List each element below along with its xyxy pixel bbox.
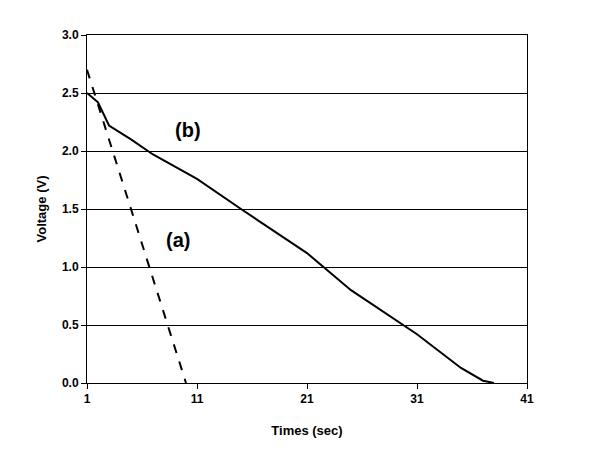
svg-text:3.0: 3.0	[62, 28, 79, 42]
svg-text:Voltage (V): Voltage (V)	[34, 176, 49, 243]
svg-text:21: 21	[300, 392, 314, 406]
svg-text:0.5: 0.5	[62, 318, 79, 332]
svg-text:31: 31	[410, 392, 424, 406]
svg-text:2.0: 2.0	[62, 144, 79, 158]
svg-text:2.5: 2.5	[62, 86, 79, 100]
svg-text:1.5: 1.5	[62, 202, 79, 216]
svg-text:11: 11	[191, 392, 204, 406]
svg-text:41: 41	[520, 392, 534, 406]
svg-text:(a): (a)	[166, 229, 190, 251]
svg-text:0.0: 0.0	[62, 376, 79, 390]
svg-text:(b): (b)	[175, 119, 201, 141]
svg-text:1.0: 1.0	[62, 260, 79, 274]
svg-text:Times (sec): Times (sec)	[271, 423, 342, 438]
svg-text:1: 1	[84, 392, 91, 406]
